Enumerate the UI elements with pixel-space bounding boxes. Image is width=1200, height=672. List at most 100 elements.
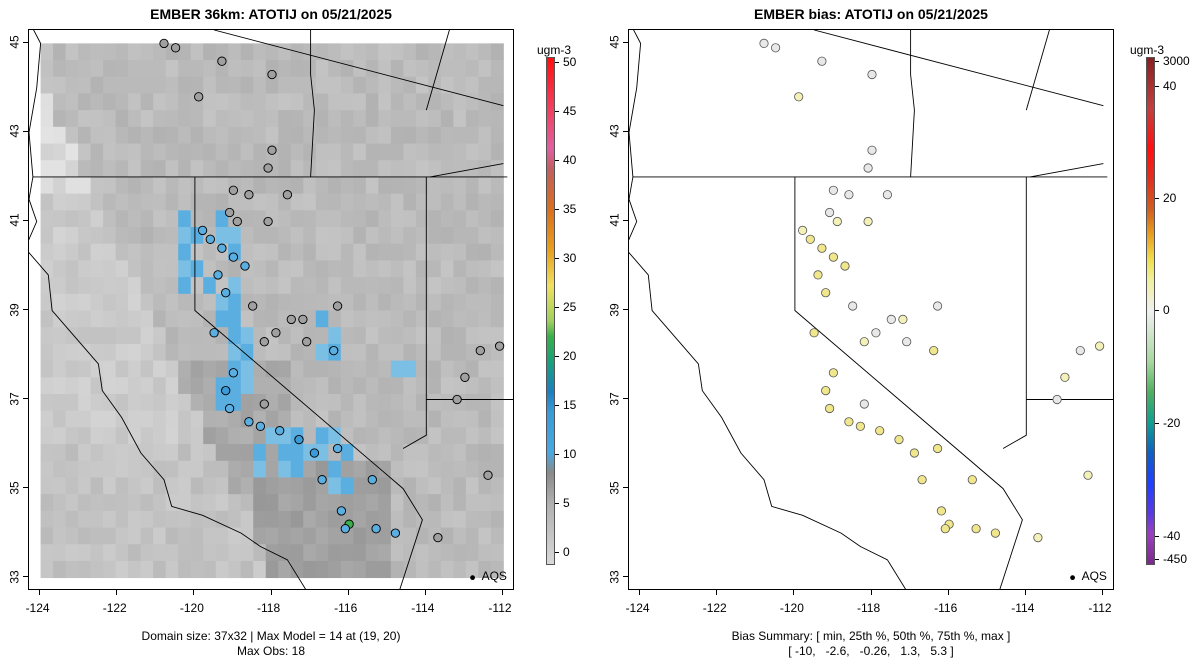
grid-cell [378, 377, 392, 395]
grid-cell [478, 527, 492, 545]
grid-cell [115, 76, 129, 94]
grid-cell [103, 494, 117, 512]
grid-cell [265, 360, 279, 378]
grid-cell [128, 293, 142, 311]
grid-cell [228, 544, 242, 562]
grid-cell [65, 310, 79, 328]
grid-cell [65, 343, 79, 361]
grid-cell [103, 343, 117, 361]
grid-cell [203, 126, 217, 144]
grid-cell [253, 126, 267, 144]
grid-cell [190, 60, 204, 78]
grid-cell [403, 43, 417, 61]
grid-cell [378, 243, 392, 261]
y-tick-label: 39 [7, 302, 22, 317]
station-marker [221, 385, 231, 396]
grid-cell [253, 427, 267, 445]
grid-cell [103, 76, 117, 94]
grid-cell [128, 544, 142, 562]
x-tick-label: -116 [334, 601, 358, 615]
y-tick-mark [23, 309, 28, 310]
grid-cell [78, 527, 92, 545]
grid-cell [90, 93, 104, 111]
bias-station-marker [759, 38, 769, 48]
grid-cell [378, 76, 392, 94]
grid-cell [453, 460, 467, 478]
grid-cell [240, 43, 254, 61]
grid-cell [440, 444, 454, 462]
x-tick-mark [501, 590, 503, 595]
grid-cell [253, 43, 267, 61]
state-border-ca-nv [632, 176, 1023, 589]
station-marker [483, 470, 493, 480]
bias-station-marker [909, 448, 919, 458]
grid-cell [478, 76, 492, 94]
grid-cell [365, 126, 379, 144]
grid-cell [165, 460, 179, 478]
grid-cell [165, 176, 179, 195]
grid-cell [478, 110, 492, 128]
grid-cell [328, 527, 342, 545]
grid-cell [240, 444, 254, 462]
grid-cell [465, 76, 479, 94]
grid-cell [153, 243, 167, 261]
grid-cell [315, 176, 329, 195]
grid-cell [90, 510, 104, 528]
grid-cell [178, 494, 192, 512]
grid-cell [103, 510, 117, 528]
grid-cell [315, 43, 329, 61]
grid-cell [140, 60, 154, 78]
grid-cell [178, 427, 192, 445]
grid-cell [178, 43, 192, 61]
grid-cell [353, 343, 367, 361]
grid-cell [53, 193, 66, 211]
grid-cell [403, 427, 417, 445]
grid-cell [390, 176, 404, 195]
grid-cell [290, 110, 304, 128]
grid-cell [453, 343, 467, 361]
station-marker [228, 252, 239, 262]
grid-cell [240, 210, 254, 228]
grid-cell [465, 494, 479, 512]
x-tick-label: -124 [25, 601, 50, 615]
grid-cell [115, 310, 129, 328]
grid-cell [340, 143, 354, 161]
grid-cell [103, 444, 117, 462]
grid-cell [265, 227, 279, 245]
grid-cell [140, 76, 154, 94]
grid-cell [465, 110, 479, 128]
grid-cell [490, 243, 504, 261]
grid-cell [490, 477, 504, 495]
grid-cell [253, 143, 267, 161]
grid-cell [90, 160, 104, 178]
colorbar-tick-label: -40 [1163, 529, 1181, 543]
grid-cell [253, 510, 267, 528]
grid-cell [253, 93, 267, 111]
grid-cell [340, 260, 354, 278]
grid-cell [53, 110, 66, 128]
grid-cell [290, 560, 304, 579]
grid-cell [340, 193, 354, 211]
coastline-north [629, 30, 642, 177]
grid-cell [153, 393, 167, 412]
grid-cell [290, 126, 304, 144]
grid-cell [278, 444, 292, 462]
grid-cell [115, 377, 129, 395]
station-marker [390, 528, 401, 538]
grid-cell [465, 143, 479, 161]
grid-cell [340, 343, 354, 361]
grid-cell [240, 477, 254, 495]
grid-cell [428, 76, 442, 94]
station-marker [294, 434, 304, 445]
colorbar-tick-label: 0 [1163, 303, 1170, 317]
grid-cell [253, 176, 267, 195]
grid-cell [78, 494, 92, 512]
grid-cell [103, 427, 117, 445]
grid-cell [440, 494, 454, 512]
grid-cell [115, 143, 129, 161]
right-panel-title: EMBER bias: ATOTIJ on 05/21/2025 [754, 6, 988, 22]
grid-cell [490, 377, 504, 395]
grid-cell [453, 527, 467, 545]
grid-cell [415, 444, 429, 462]
grid-cell [190, 343, 204, 361]
